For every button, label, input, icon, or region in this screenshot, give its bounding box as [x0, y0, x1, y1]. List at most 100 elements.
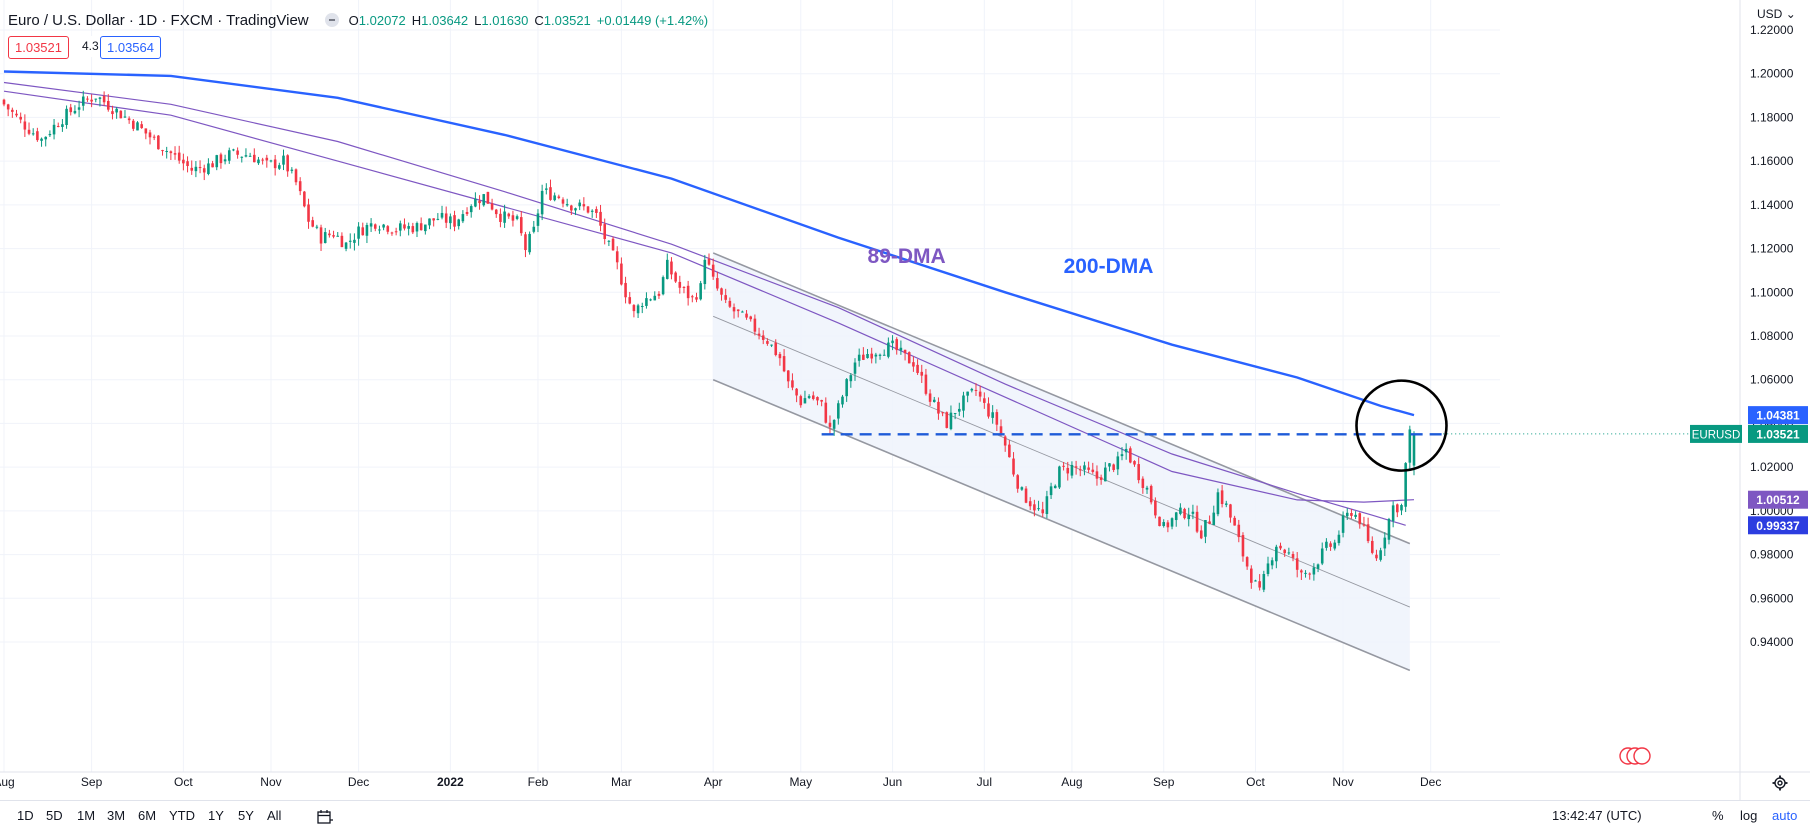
candle	[1287, 552, 1291, 554]
sell-price-box[interactable]: 1.03521	[8, 36, 69, 59]
candle	[528, 233, 531, 253]
candle	[928, 393, 932, 402]
candle	[907, 352, 911, 364]
candle	[440, 212, 444, 218]
candle	[832, 419, 836, 429]
candle	[1262, 574, 1266, 590]
collapse-icon[interactable]	[324, 13, 339, 27]
candle	[1366, 524, 1370, 542]
tf-1m[interactable]: 1M	[77, 808, 96, 823]
candle	[1241, 535, 1245, 557]
candle	[1179, 507, 1182, 514]
y-tick-label: 1.22000	[1750, 23, 1794, 37]
x-tick-label: 2022	[437, 775, 464, 789]
candle	[186, 161, 189, 167]
candle	[436, 218, 440, 220]
candle	[111, 111, 114, 115]
candle	[670, 261, 673, 275]
candle	[995, 412, 999, 425]
candle	[565, 204, 569, 206]
candle	[261, 159, 264, 161]
candle	[1229, 504, 1232, 518]
candle	[490, 203, 494, 210]
candle	[211, 163, 214, 168]
candle	[1049, 486, 1053, 496]
candle	[545, 188, 548, 190]
tf-1d[interactable]: 1D	[17, 808, 34, 823]
candle	[983, 398, 986, 403]
candle	[862, 354, 865, 360]
candle	[753, 318, 757, 332]
candle	[1112, 464, 1115, 471]
tf-all[interactable]: All	[267, 808, 282, 823]
tf-6m[interactable]: 6M	[138, 808, 157, 823]
log-toggle[interactable]: log	[1740, 808, 1758, 823]
candle	[119, 110, 123, 119]
candle	[182, 159, 185, 164]
y-tick-label: 1.08000	[1750, 329, 1794, 343]
utc-clock[interactable]: 13:42:47 (UTC)	[1552, 808, 1642, 823]
candle	[1266, 563, 1270, 574]
candle	[1291, 554, 1295, 558]
symbol-title[interactable]: Euro / U.S. Dollar · 1D · FXCM · Trading…	[8, 11, 309, 29]
candle	[2, 99, 6, 105]
candle	[691, 296, 694, 298]
candle	[1375, 554, 1378, 559]
candle	[269, 160, 273, 162]
auto-toggle[interactable]: auto	[1772, 808, 1798, 823]
candle	[1233, 517, 1236, 526]
channel-upper-line	[712, 252, 1411, 545]
tf-5y[interactable]: 5Y	[238, 808, 254, 823]
candle	[1174, 512, 1178, 521]
candle	[1053, 485, 1057, 489]
x-tick-label: Dec	[1420, 775, 1441, 789]
candle	[244, 155, 248, 157]
candle	[828, 422, 832, 427]
candle	[707, 258, 711, 265]
candle	[507, 213, 511, 217]
candle	[1283, 549, 1286, 554]
candle	[1012, 458, 1015, 475]
candle	[428, 218, 431, 226]
candle	[469, 206, 473, 213]
percent-toggle[interactable]: %	[1712, 808, 1724, 823]
x-tick-label: Apr	[704, 775, 723, 789]
candle	[19, 116, 22, 120]
tf-3m[interactable]: 3M	[107, 808, 126, 823]
candle	[953, 412, 957, 414]
candles	[2, 90, 1416, 593]
candle	[511, 215, 515, 221]
tf-ytd[interactable]: YTD	[169, 808, 195, 823]
candle	[1045, 496, 1049, 515]
settings-gear-icon[interactable]	[1772, 775, 1788, 791]
ohlc-open: O1.02072	[348, 12, 406, 28]
tf-1y[interactable]: 1Y	[208, 808, 224, 823]
candle	[223, 159, 227, 162]
x-tick-label: Jul	[977, 775, 992, 789]
x-tick-label: Aug	[1061, 775, 1082, 789]
candle	[386, 226, 390, 232]
candle	[132, 120, 135, 129]
candle	[1016, 475, 1019, 489]
chevron-down-icon: ⌄	[1785, 7, 1796, 21]
candle	[720, 288, 723, 295]
candle	[628, 297, 632, 304]
candle	[1320, 548, 1324, 564]
y-tick-label: 1.16000	[1750, 154, 1794, 168]
candle	[102, 95, 106, 103]
candle	[845, 379, 848, 397]
candle	[240, 156, 244, 158]
candle	[478, 200, 481, 204]
candle	[1275, 546, 1278, 562]
candle	[215, 155, 219, 168]
buy-price-box[interactable]: 1.03564	[100, 36, 161, 59]
candle	[803, 398, 807, 404]
candle	[1204, 520, 1207, 537]
candle	[1379, 550, 1382, 560]
candle	[586, 206, 590, 213]
currency-selector[interactable]: USD ⌄	[1757, 7, 1796, 21]
date-range-icon[interactable]	[316, 808, 334, 826]
tf-5d[interactable]: 5D	[46, 808, 63, 823]
x-tick-label: Sep	[81, 775, 103, 789]
